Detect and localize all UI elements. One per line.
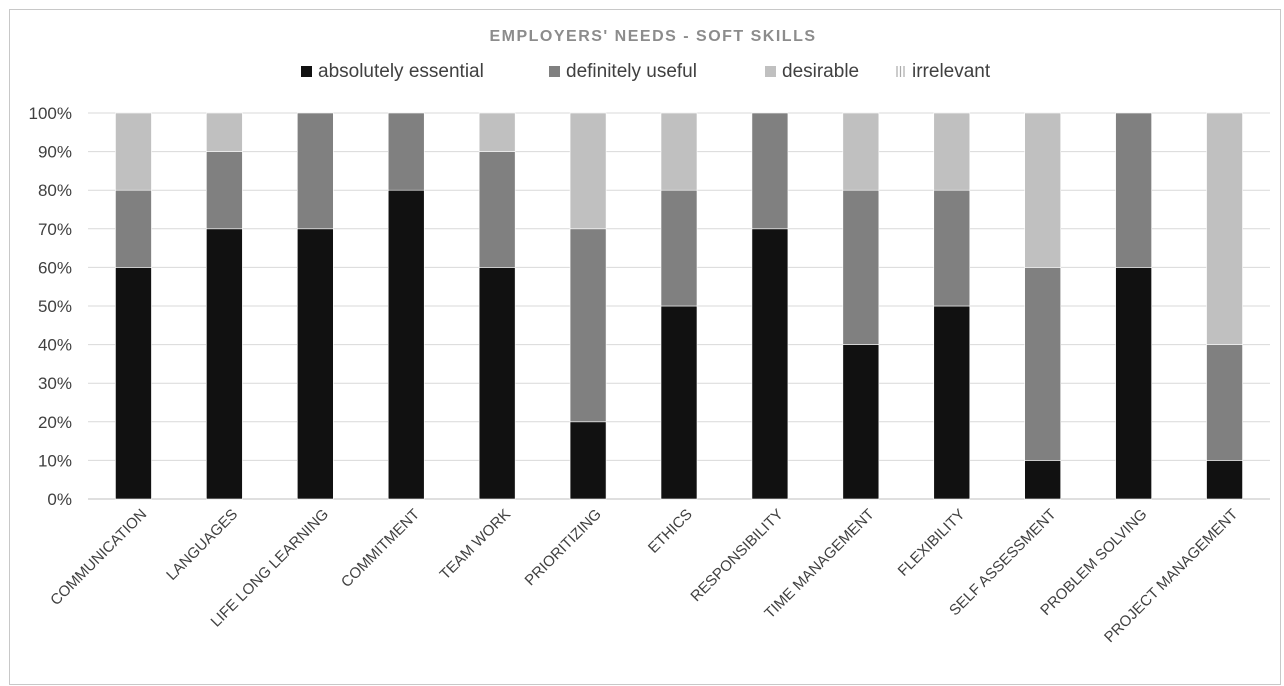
y-tick-label: 50%: [38, 297, 72, 316]
y-tick-label: 30%: [38, 374, 72, 393]
legend-swatch: [301, 66, 312, 77]
bar-segment: [1024, 460, 1061, 500]
bar-segment: [478, 267, 516, 500]
x-tick-label: ETHICS: [645, 506, 696, 557]
x-tick-label: LANGUAGES: [163, 506, 241, 584]
bar-segment: [206, 228, 243, 500]
legend: absolutely essential definitely useful des…: [301, 61, 991, 82]
bar-stack: [387, 112, 425, 500]
bar-stack: [933, 112, 971, 500]
bar-segment: [1206, 460, 1243, 500]
legend-item: irrelevant: [895, 61, 991, 82]
bar-segment: [933, 305, 971, 500]
bar-stack: [206, 112, 243, 500]
x-tick-label: COMMUNICATION: [47, 506, 150, 609]
y-tick-label: 60%: [38, 258, 72, 277]
y-tick-label: 70%: [38, 220, 72, 239]
legend-label: absolutely essential: [318, 61, 484, 82]
y-axis: 0% 10% 20% 30% 40% 50% 60% 70% 80% 90% 100%: [29, 104, 72, 509]
x-tick-label: TEAM WORK: [437, 506, 514, 583]
bar-segment: [842, 112, 880, 191]
x-tick-label: RESPONSIBILITY: [687, 506, 786, 605]
bar-segment: [569, 112, 607, 230]
legend-item: definitely useful: [549, 61, 697, 82]
bar-segment: [206, 112, 243, 152]
bar-stack: [115, 112, 152, 500]
bar-stack: [1206, 112, 1243, 500]
bar-segment: [660, 112, 698, 191]
bar-segment: [206, 151, 243, 230]
bar-segment: [933, 112, 971, 191]
x-tick-label: FLEXIBILITY: [895, 506, 969, 580]
bar-stack: [751, 112, 789, 500]
bar-segment: [1206, 112, 1243, 345]
y-tick-label: 10%: [38, 451, 72, 470]
bar-segment: [478, 112, 516, 152]
legend-item: desirable: [765, 61, 859, 82]
chart-title: EMPLOYERS' NEEDS - SOFT SKILLS: [489, 28, 816, 45]
bar-segment: [478, 151, 516, 268]
bar-segment: [842, 344, 880, 500]
bar-segment: [115, 189, 152, 268]
bar-stack: [478, 112, 516, 500]
x-tick-label: COMMITMENT: [338, 506, 423, 591]
legend-label: irrelevant: [912, 61, 991, 82]
bar-segment: [297, 112, 334, 230]
bars: [115, 112, 1243, 500]
legend-item: absolutely essential: [301, 61, 484, 82]
bar-stack: [1115, 112, 1152, 500]
legend-swatch: [765, 66, 776, 77]
bar-stack: [297, 112, 334, 500]
bar-segment: [1024, 112, 1061, 268]
legend-label: desirable: [782, 61, 859, 82]
y-tick-label: 90%: [38, 143, 72, 162]
bar-segment: [297, 228, 334, 500]
x-tick-label: PRIORITIZING: [522, 506, 605, 589]
bar-stack: [569, 112, 607, 500]
y-tick-label: 40%: [38, 336, 72, 355]
bar-segment: [569, 421, 607, 500]
bar-segment: [660, 189, 698, 307]
y-tick-label: 80%: [38, 181, 72, 200]
y-tick-label: 20%: [38, 413, 72, 432]
bar-segment: [115, 112, 152, 191]
bar-segment: [842, 189, 880, 345]
bar-stack: [1024, 112, 1061, 500]
legend-label: definitely useful: [566, 61, 697, 82]
bar-stack: [842, 112, 880, 500]
bar-segment: [751, 228, 789, 500]
bar-segment: [660, 305, 698, 500]
bar-segment: [115, 267, 152, 500]
bar-segment: [1115, 267, 1152, 500]
bar-segment: [1024, 267, 1061, 461]
bar-segment: [387, 112, 425, 191]
bar-segment: [1115, 112, 1152, 268]
bar-segment: [933, 189, 971, 307]
bar-segment: [569, 228, 607, 423]
bar-segment: [1206, 344, 1243, 461]
legend-swatch: [549, 66, 560, 77]
bar-segment: [751, 112, 789, 230]
bar-stack: [660, 112, 698, 500]
bar-segment: [387, 189, 425, 500]
y-tick-label: 0%: [47, 490, 72, 509]
y-tick-label: 100%: [29, 104, 72, 123]
